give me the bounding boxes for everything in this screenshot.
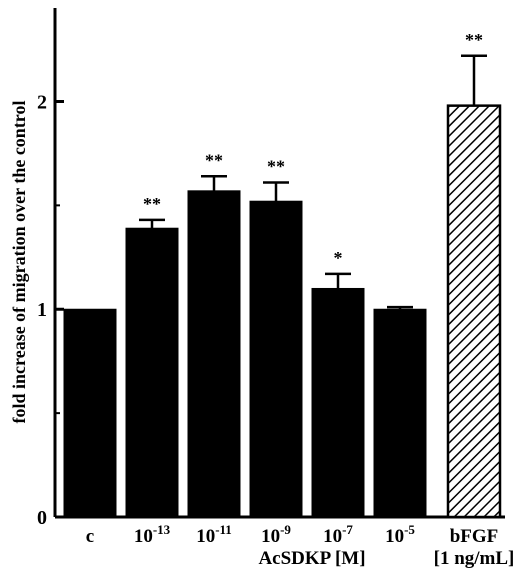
significance-label: ** <box>205 150 223 170</box>
x-tick-label: 10-11 <box>196 522 232 547</box>
bar <box>187 190 241 518</box>
bar <box>249 200 303 518</box>
y-tick-label: 0 <box>37 507 47 529</box>
bar <box>63 308 117 518</box>
extra-label: [1 ng/mL] <box>434 548 515 569</box>
x-tick-label: c <box>86 526 94 547</box>
x-tick-label: 10-13 <box>134 522 171 547</box>
y-tick-label: 1 <box>37 299 47 321</box>
significance-label: * <box>334 248 343 268</box>
y-tick-label: 2 <box>37 91 47 113</box>
bar <box>446 104 502 519</box>
x-tick-label: 10-5 <box>385 522 415 547</box>
x-tick-label: 10-7 <box>323 522 353 547</box>
x-tick-label: bFGF <box>450 526 499 547</box>
significance-label: ** <box>465 30 483 50</box>
significance-label: ** <box>267 157 285 177</box>
bar <box>373 308 427 518</box>
significance-label: ** <box>143 194 161 214</box>
significance-labels: **** ***** <box>143 30 483 268</box>
x-tick-label: 10-9 <box>261 522 291 547</box>
x-tick-labels: c 10-13 10-11 10-9 10-7 10-5 bFGF <box>86 522 499 547</box>
group-label: AcSDKP [M] <box>258 548 365 569</box>
bar <box>311 287 365 518</box>
y-axis-label: fold increase of migration over the cont… <box>9 101 29 424</box>
error-bars <box>139 54 487 310</box>
bar <box>125 227 179 518</box>
